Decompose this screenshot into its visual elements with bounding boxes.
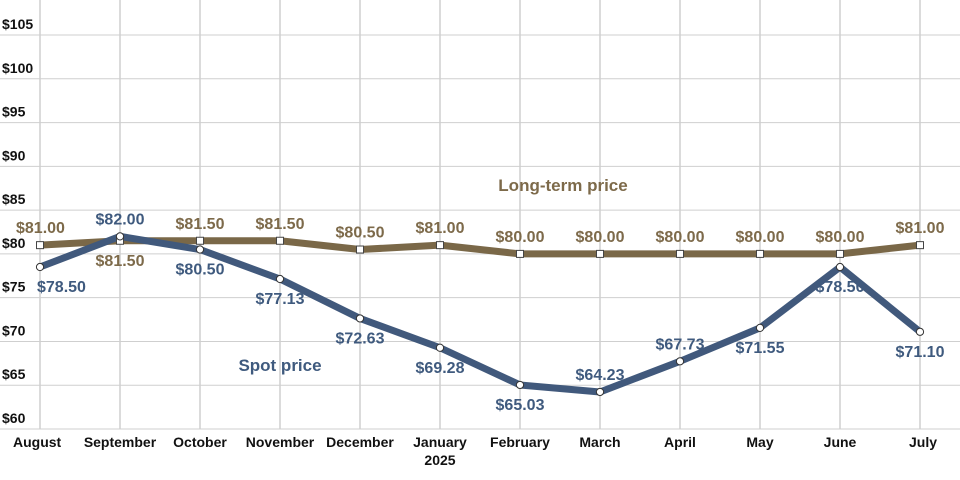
spot-value-label: $64.23 <box>576 367 625 384</box>
x-tick-label: December <box>326 434 394 450</box>
long-term-value-label: $80.00 <box>816 229 865 246</box>
spot-price-line <box>36 232 924 396</box>
spot-point <box>515 380 525 390</box>
y-tick-label: $85 <box>2 191 26 207</box>
spot-value-label: $80.50 <box>176 262 225 279</box>
y-tick-label: $90 <box>2 147 26 163</box>
data-labels: $81.00 $81.50 $81.50 $81.50 $80.50 $81.00 $80.… <box>16 211 945 414</box>
long-term-point <box>836 249 844 258</box>
y-tick-label: $80 <box>2 235 26 251</box>
series-name-long-term: Long-term price <box>498 176 627 195</box>
long-term-value-label: $81.50 <box>176 216 225 233</box>
long-term-point <box>356 245 364 254</box>
long-term-point <box>676 249 684 258</box>
y-axis-ticks: $60 $65 $70 $75 $80 $85 $90 $95 $100 $105 <box>2 16 33 426</box>
y-tick-label: $95 <box>2 104 26 120</box>
x-tick-label: November <box>246 434 315 450</box>
long-term-point <box>36 241 44 250</box>
x-tick-label: October <box>173 434 227 450</box>
spot-value-label: $71.10 <box>896 344 945 361</box>
long-term-point <box>196 236 204 245</box>
long-term-point <box>436 241 444 250</box>
long-term-value-label: $80.50 <box>336 225 385 242</box>
gridlines <box>0 0 960 430</box>
spot-point <box>35 262 45 272</box>
long-term-value-label: $81.50 <box>256 216 305 233</box>
x-tick-label: April <box>664 434 696 450</box>
x-axis-ticks: August September October November December Ja… <box>13 434 937 468</box>
spot-value-label: $69.28 <box>416 360 465 377</box>
x-tick-label: February <box>490 434 550 450</box>
long-term-value-label: $80.00 <box>656 229 705 246</box>
y-tick-label: $60 <box>2 410 26 426</box>
spot-point <box>595 387 605 397</box>
long-term-value-label: $81.00 <box>896 220 945 237</box>
x-tick-label: May <box>746 434 773 450</box>
spot-point <box>675 357 685 366</box>
spot-value-label: $82.00 <box>96 211 145 228</box>
long-term-value-label: $81.00 <box>416 220 465 237</box>
y-tick-label: $70 <box>2 322 26 338</box>
spot-point <box>195 245 205 254</box>
x-tick-sublabel: 2025 <box>424 452 455 468</box>
series-name-spot: Spot price <box>238 356 321 375</box>
x-tick-label: September <box>84 434 157 450</box>
spot-point <box>915 327 925 336</box>
x-tick-label: March <box>579 434 620 450</box>
y-tick-label: $105 <box>2 16 33 32</box>
spot-value-label: $71.55 <box>736 340 785 357</box>
spot-value-label: $67.73 <box>656 336 705 353</box>
series-markers <box>35 232 925 397</box>
x-tick-label: January <box>413 434 467 450</box>
spot-value-label: $78.50 <box>37 279 86 296</box>
long-term-value-label: $81.50 <box>96 253 145 270</box>
long-term-point <box>756 249 764 258</box>
long-term-value-label: $80.00 <box>736 229 785 246</box>
spot-value-label: $65.03 <box>496 397 545 414</box>
spot-point <box>115 232 125 241</box>
spot-point <box>755 323 765 332</box>
spot-point <box>435 343 445 352</box>
long-term-price-line <box>36 237 924 258</box>
spot-value-label: $78.50 <box>816 279 865 296</box>
series-lines <box>36 232 924 396</box>
long-term-point <box>516 249 524 258</box>
long-term-value-label: $80.00 <box>496 229 545 246</box>
x-tick-label: August <box>13 434 62 450</box>
long-term-point <box>596 249 604 258</box>
y-tick-label: $75 <box>2 279 26 295</box>
spot-point <box>355 314 365 323</box>
spot-point <box>835 262 845 272</box>
y-tick-label: $65 <box>2 366 26 382</box>
long-term-point <box>276 236 284 245</box>
long-term-value-label: $81.00 <box>16 220 65 237</box>
long-term-value-label: $80.00 <box>576 229 625 246</box>
spot-value-label: $77.13 <box>256 291 305 308</box>
x-tick-label: June <box>824 434 857 450</box>
spot-value-label: $72.63 <box>336 330 385 347</box>
spot-point <box>275 274 285 284</box>
x-tick-label: July <box>909 434 937 450</box>
y-tick-label: $100 <box>2 60 33 76</box>
long-term-point <box>916 241 924 250</box>
